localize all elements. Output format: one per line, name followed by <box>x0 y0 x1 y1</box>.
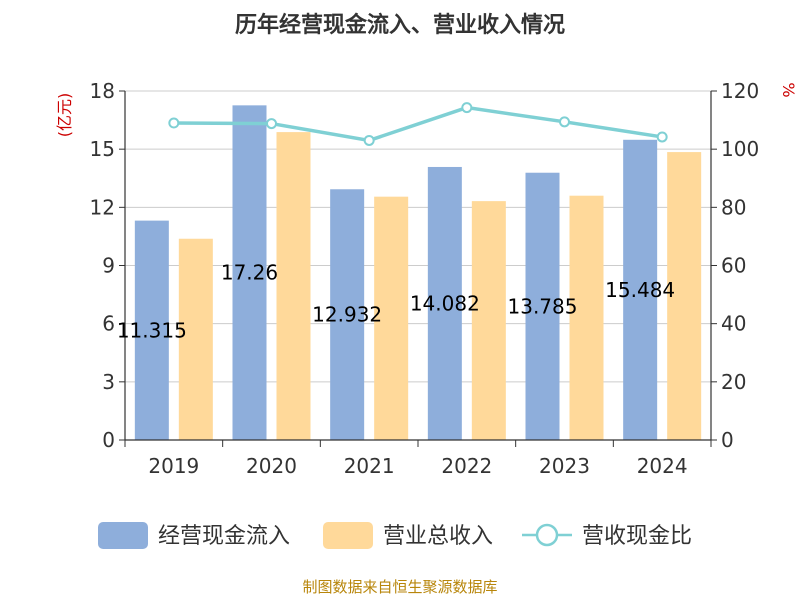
bar-cash-inflow <box>134 220 169 440</box>
bar-cash-inflow <box>330 189 365 440</box>
bar-data-label: 14.082 <box>410 291 480 315</box>
bar-revenue <box>667 152 702 440</box>
bar-revenue <box>471 201 506 440</box>
right-tick-label: 60 <box>721 254 746 278</box>
right-tick-label: 100 <box>721 137 759 161</box>
bar-revenue <box>178 238 213 440</box>
ratio-point <box>168 117 180 129</box>
ratio-point <box>461 102 473 114</box>
data-labels: 11.315 17.26 12.932 14.082 13.785 15.484 <box>117 261 675 343</box>
right-tick-label: 0 <box>721 428 734 452</box>
left-tick-label: 6 <box>102 312 115 336</box>
bar-cash-inflow <box>427 166 462 440</box>
bar-cash-inflow <box>623 139 658 440</box>
ratio-line-series <box>168 102 668 146</box>
source-note: 制图数据来自恒生聚源数据库 <box>302 578 497 596</box>
bar-data-label: 17.26 <box>221 261 278 285</box>
legend-label: 营业总收入 <box>383 524 493 549</box>
bar-series <box>134 105 702 441</box>
bar-revenue <box>374 196 409 440</box>
bar-revenue <box>276 132 311 441</box>
right-tick-label: 120 <box>721 79 759 103</box>
x-tick-label: 2024 <box>637 454 688 478</box>
legend-label: 经营现金流入 <box>158 524 290 549</box>
gridlines <box>125 90 711 383</box>
bar-cash-inflow <box>525 172 560 440</box>
legend-label: 营收现金比 <box>582 524 692 549</box>
bar-revenue <box>569 195 604 440</box>
x-tick-label: 2021 <box>344 454 395 478</box>
legend: 经营现金流入 营业总收入 营收现金比 <box>98 522 692 549</box>
left-axis-unit: (亿元) <box>55 93 74 138</box>
left-tick-label: 12 <box>90 195 115 219</box>
right-tick-label: 20 <box>721 370 746 394</box>
x-tick-label: 2023 <box>539 454 590 478</box>
x-tick-label: 2020 <box>246 454 297 478</box>
ratio-point <box>559 116 570 128</box>
left-tick-label: 18 <box>90 79 115 103</box>
left-tick-label: 15 <box>90 137 115 161</box>
right-tick-label: 40 <box>721 312 746 336</box>
x-tick-label: 2022 <box>441 454 492 478</box>
right-axis-unit: % <box>779 82 798 97</box>
bar-data-label: 15.484 <box>605 278 675 302</box>
bar-data-label: 12.932 <box>312 303 382 327</box>
ratio-point <box>656 131 668 143</box>
left-tick-label: 3 <box>102 370 115 394</box>
ratio-point <box>266 118 277 130</box>
chart-title: 历年经营现金流入、营业收入情况 <box>235 12 565 38</box>
left-tick-label: 0 <box>102 428 115 452</box>
right-tick-label: 80 <box>721 195 746 219</box>
left-tick-label: 9 <box>102 254 115 278</box>
axes: 0 3 6 9 12 15 18 0 20 40 60 80 100 120 2019 2020 2021 202… <box>90 79 760 478</box>
ratio-point <box>363 134 375 146</box>
legend-swatch <box>323 522 373 549</box>
legend-swatch <box>98 522 148 549</box>
bar-data-label: 13.785 <box>508 294 578 318</box>
bar-cash-inflow <box>232 105 267 440</box>
ratio-line <box>173 105 663 143</box>
x-tick-label: 2019 <box>148 454 199 478</box>
legend-marker <box>535 523 559 547</box>
bar-data-label: 11.315 <box>117 318 187 342</box>
